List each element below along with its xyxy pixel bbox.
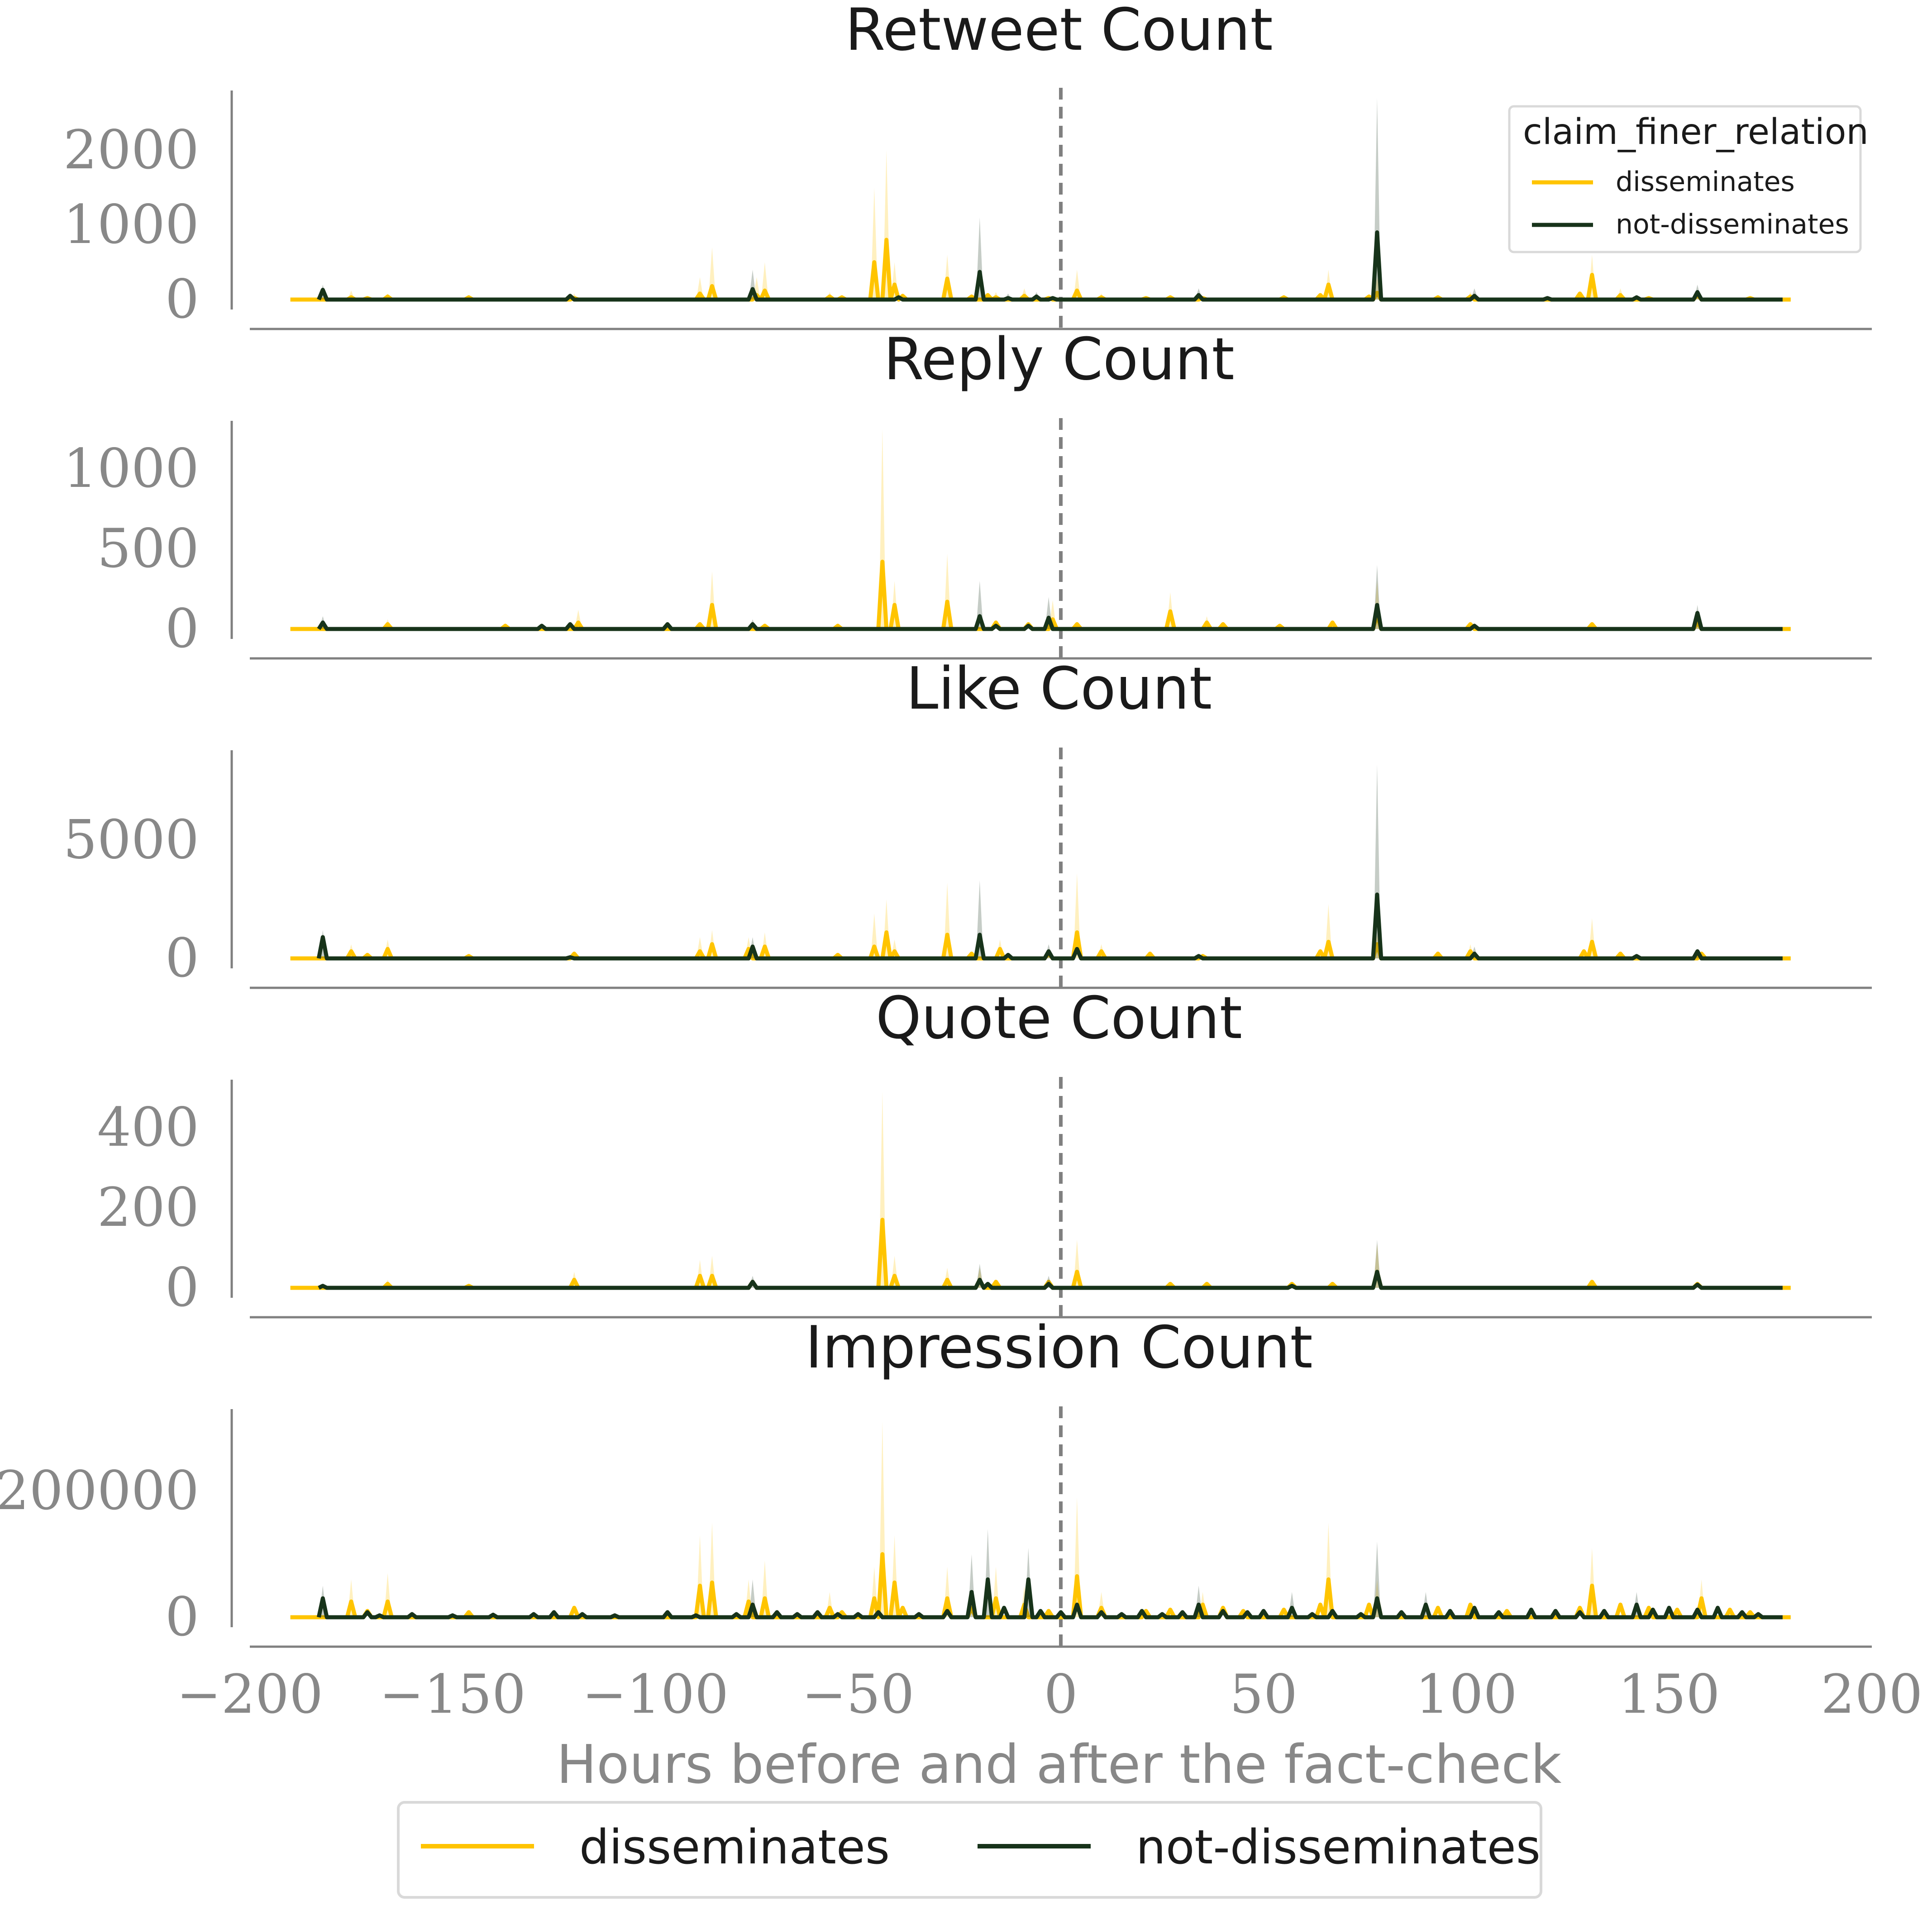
x-tick-label: −100 bbox=[582, 1663, 729, 1725]
bottom-legend-label-disseminates: disseminates bbox=[579, 1820, 890, 1875]
panel-impression-count: Impression Count 0 200000 bbox=[0, 1314, 1872, 1648]
panel-retweet-count: Retweet Count 0 1000 2000 bbox=[63, 0, 1872, 330]
y-tick-label: 0 bbox=[165, 597, 199, 660]
series-line-disseminates bbox=[290, 1552, 1791, 1620]
x-tick-label: 50 bbox=[1230, 1663, 1298, 1725]
y-tick-label: 5000 bbox=[63, 809, 199, 871]
panel-reply-count: Reply Count 0 500 1000 bbox=[63, 326, 1872, 660]
panel-title: Retweet Count bbox=[845, 0, 1273, 64]
y-tick-label: 0 bbox=[165, 268, 199, 330]
x-tick-label: −50 bbox=[801, 1663, 914, 1725]
series-band-not-disseminates bbox=[319, 1239, 1783, 1288]
legend-box bbox=[1508, 105, 1862, 253]
y-tick-label: 2000 bbox=[63, 119, 199, 181]
legend-label-disseminates: disseminates bbox=[1616, 166, 1795, 198]
bottom-legend: disseminates not-disseminates bbox=[397, 1801, 1542, 1899]
series-line-not-disseminates bbox=[317, 603, 1783, 631]
y-tick-label: 200 bbox=[97, 1176, 199, 1239]
bottom-legend-label-not-disseminates: not-disseminates bbox=[1136, 1820, 1541, 1875]
y-tick-label: 200000 bbox=[0, 1459, 199, 1522]
legend-title: claim_finer_relation bbox=[1523, 112, 1869, 152]
y-tick-label: 1000 bbox=[63, 193, 199, 256]
x-axis-label: Hours before and after the fact-check bbox=[557, 1733, 1562, 1796]
series-line-disseminates bbox=[290, 930, 1791, 961]
legend: claim_finer_relation disseminates not-di… bbox=[1508, 105, 1869, 253]
y-tick-label: 0 bbox=[165, 1256, 199, 1319]
y-tick-label: 0 bbox=[165, 927, 199, 989]
x-tick-label: −150 bbox=[379, 1663, 526, 1725]
series-line-disseminates bbox=[290, 1218, 1791, 1290]
panel-like-count: Like Count 0 5000 bbox=[63, 655, 1872, 989]
x-axis: −200 −150 −100 −50 0 50 100 150 200 bbox=[177, 1663, 1923, 1725]
series-band-not-disseminates bbox=[319, 565, 1783, 629]
series-band-not-disseminates bbox=[319, 764, 1783, 958]
y-tick-label: 500 bbox=[97, 517, 199, 580]
x-tick-label: 150 bbox=[1618, 1663, 1720, 1725]
y-tick-label: 1000 bbox=[63, 437, 199, 500]
y-tick-label: 400 bbox=[97, 1096, 199, 1158]
bottom-legend-box bbox=[397, 1801, 1542, 1899]
series-band-disseminates bbox=[290, 1421, 1791, 1617]
panel-title: Impression Count bbox=[805, 1314, 1312, 1381]
series-band-disseminates bbox=[290, 1091, 1791, 1288]
series-band-disseminates bbox=[290, 873, 1791, 958]
y-tick-label: 0 bbox=[165, 1586, 199, 1648]
panel-title: Quote Count bbox=[876, 985, 1242, 1052]
x-tick-label: 200 bbox=[1821, 1663, 1922, 1725]
series-band-not-disseminates bbox=[319, 1529, 1783, 1617]
series-line-not-disseminates bbox=[318, 1270, 1783, 1290]
series-line-not-disseminates bbox=[316, 892, 1783, 961]
series-line-not-disseminates bbox=[316, 1577, 1783, 1620]
series-line-disseminates bbox=[290, 559, 1791, 631]
panel-title: Like Count bbox=[906, 655, 1212, 723]
series-line-not-disseminates bbox=[317, 230, 1783, 302]
x-tick-label: 0 bbox=[1044, 1663, 1078, 1725]
x-tick-label: 100 bbox=[1415, 1663, 1517, 1725]
series-band-disseminates bbox=[290, 429, 1791, 629]
panel-quote-count: Quote Count 0 200 400 bbox=[97, 985, 1872, 1319]
panel-title: Reply Count bbox=[883, 326, 1234, 393]
legend-label-not-disseminates: not-disseminates bbox=[1616, 209, 1849, 240]
x-tick-label: −200 bbox=[177, 1663, 323, 1725]
